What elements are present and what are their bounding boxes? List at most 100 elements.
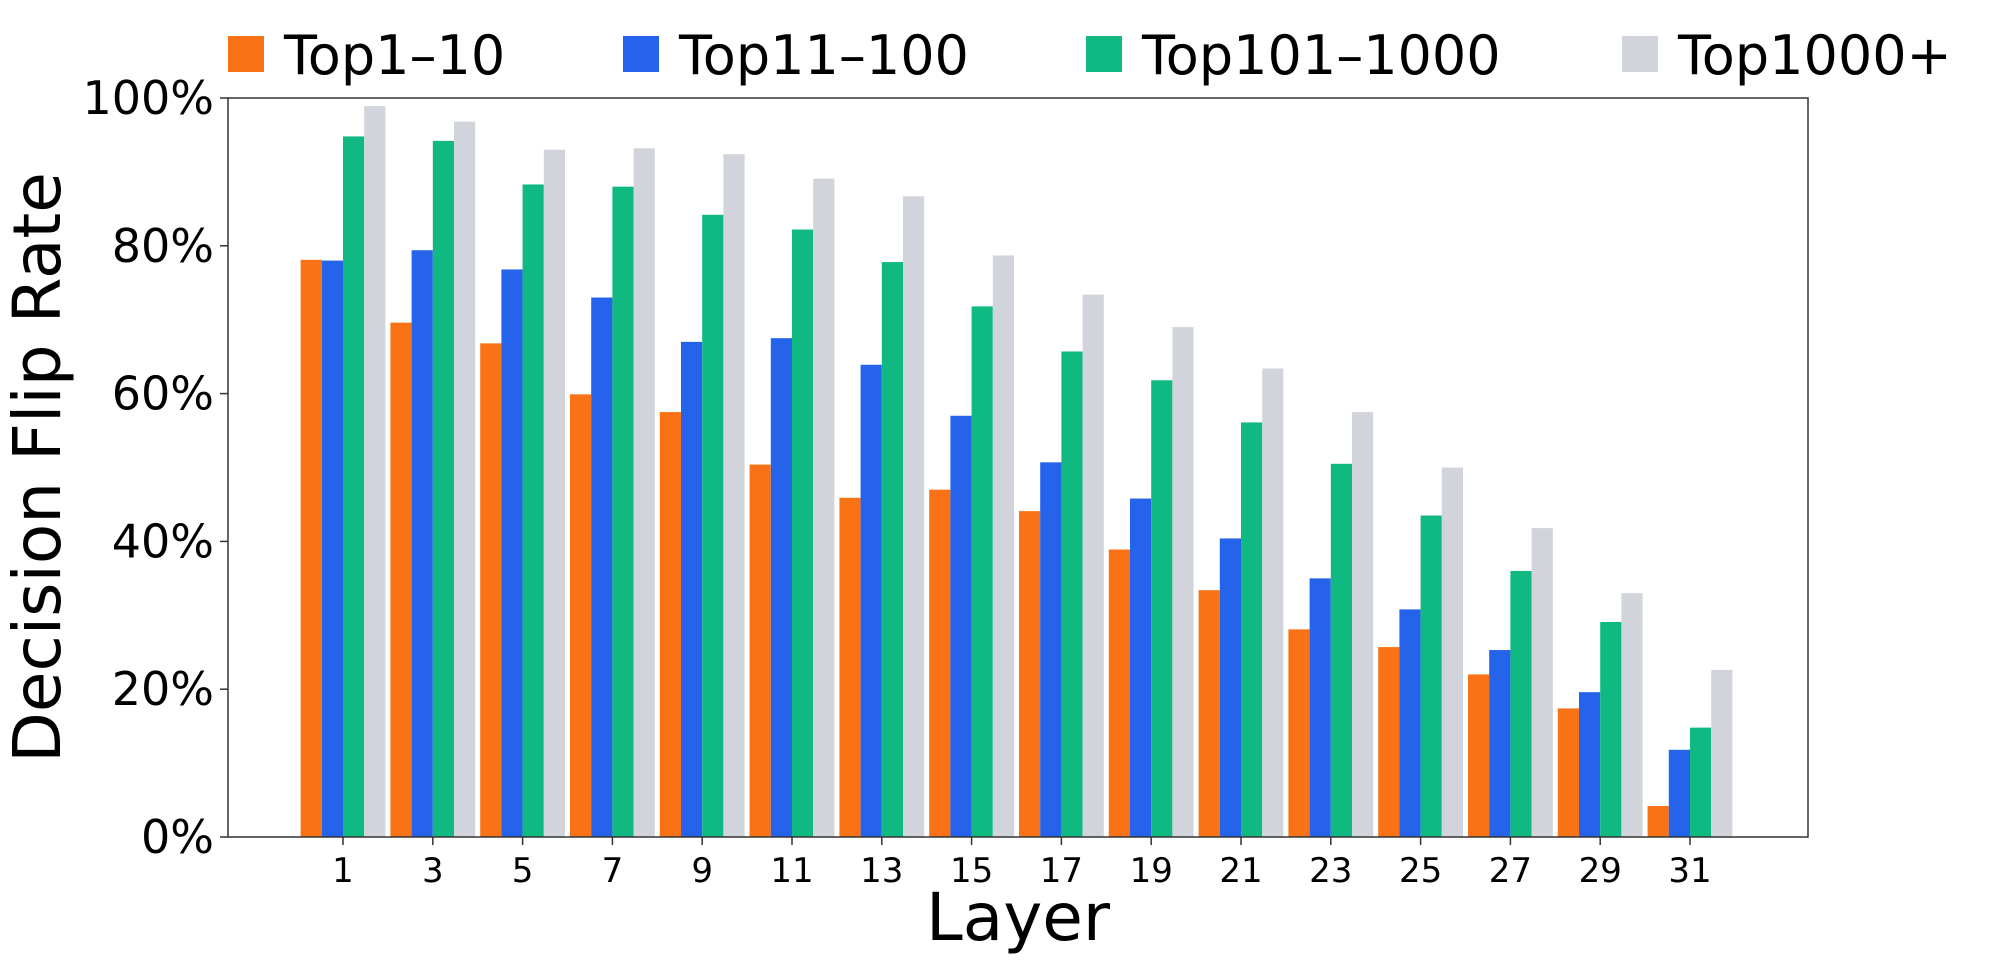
x-tick-label: 5 — [512, 851, 534, 891]
x-axis: 1 3 5 7 9 11 13 15 17 19 21 23 25 27 29 31 — [332, 837, 1712, 891]
bar — [522, 184, 544, 837]
bar — [411, 250, 433, 837]
x-tick-label: 21 — [1219, 851, 1262, 891]
bar — [971, 306, 993, 837]
legend-label: Top101–1000 — [1141, 24, 1501, 87]
bar — [929, 489, 951, 837]
bars — [300, 106, 1733, 838]
x-tick-label: 23 — [1309, 851, 1352, 891]
y-axis-label: Decision Flip Rate — [0, 172, 76, 763]
bar — [749, 464, 771, 837]
bar — [1399, 609, 1421, 837]
bar — [992, 255, 1014, 838]
x-tick-label: 31 — [1668, 851, 1711, 891]
bar — [903, 196, 925, 838]
bar — [633, 148, 655, 837]
legend-label: Top1000+ — [1677, 24, 1952, 87]
bar — [1420, 515, 1442, 837]
bar — [860, 364, 882, 837]
x-tick-label: 9 — [691, 851, 713, 891]
bar — [792, 229, 814, 838]
bar — [1262, 368, 1284, 837]
y-tick-label: 40% — [112, 514, 214, 568]
bar — [454, 121, 476, 837]
bar — [950, 415, 972, 837]
bar — [390, 322, 412, 837]
y-tick-label: 20% — [112, 662, 214, 716]
y-tick-label: 100% — [82, 71, 214, 125]
x-tick-label: 15 — [950, 851, 993, 891]
bar — [1711, 669, 1733, 837]
bar — [1061, 351, 1083, 837]
y-axis: 0% 20% 40% 60% 80% 100% — [82, 71, 228, 864]
bar — [770, 338, 792, 837]
bar — [1151, 380, 1173, 837]
bar — [723, 154, 745, 837]
bar — [1330, 463, 1352, 837]
x-tick-label: 11 — [770, 851, 813, 891]
bar — [1600, 621, 1622, 837]
bar — [681, 341, 703, 837]
bar — [1040, 462, 1062, 837]
x-tick-label: 7 — [602, 851, 624, 891]
bar — [1172, 327, 1194, 837]
bar — [1621, 593, 1643, 837]
bar — [1531, 528, 1553, 837]
legend-label: Top1–10 — [283, 24, 505, 87]
x-tick-label: 29 — [1579, 851, 1622, 891]
y-tick-label: 0% — [141, 810, 214, 864]
bar — [813, 178, 835, 837]
bar — [343, 136, 365, 838]
y-tick-label: 80% — [112, 219, 214, 273]
x-tick-label: 17 — [1040, 851, 1083, 891]
x-tick-label: 27 — [1489, 851, 1532, 891]
bar — [432, 140, 454, 837]
bar — [570, 394, 592, 837]
bar — [1378, 647, 1400, 837]
x-tick-label: 25 — [1399, 851, 1442, 891]
bar — [1441, 467, 1463, 837]
x-tick-label: 1 — [332, 851, 354, 891]
bar — [321, 260, 343, 838]
bar — [1019, 511, 1041, 837]
legend-swatch — [1086, 36, 1122, 72]
bar — [1647, 805, 1669, 837]
bar — [591, 297, 613, 837]
bar — [612, 186, 634, 837]
x-tick-label: 3 — [422, 851, 444, 891]
bar — [480, 343, 502, 837]
bar — [1108, 549, 1130, 837]
bar — [839, 497, 861, 837]
bar — [1130, 498, 1152, 837]
bar — [501, 269, 523, 837]
bar — [881, 262, 903, 838]
bar — [1668, 749, 1690, 837]
y-tick-label: 60% — [112, 367, 214, 421]
bar — [1082, 294, 1104, 838]
legend-swatch — [228, 36, 264, 72]
bar — [1288, 629, 1310, 837]
legend-swatch — [1622, 36, 1658, 72]
bar — [1219, 538, 1241, 837]
bar — [1309, 578, 1331, 837]
x-axis-label: Layer — [926, 879, 1111, 956]
bar — [364, 106, 386, 837]
x-tick-label: 19 — [1130, 851, 1173, 891]
plot-frame — [227, 97, 1809, 838]
bar — [1468, 674, 1490, 837]
bar — [1510, 570, 1532, 837]
bar — [1557, 708, 1579, 837]
bar — [1352, 412, 1374, 837]
bar — [1690, 727, 1712, 837]
bar — [300, 259, 322, 837]
bar — [1579, 692, 1601, 837]
bar — [543, 149, 565, 838]
bar — [1198, 590, 1220, 837]
bar — [659, 412, 681, 837]
legend: Top1–10 Top11–100 Top101–1000 Top1000+ — [228, 24, 1952, 87]
legend-label: Top11–100 — [678, 24, 969, 87]
legend-swatch — [623, 36, 659, 72]
bar — [1241, 422, 1263, 837]
x-tick-label: 13 — [860, 851, 903, 891]
